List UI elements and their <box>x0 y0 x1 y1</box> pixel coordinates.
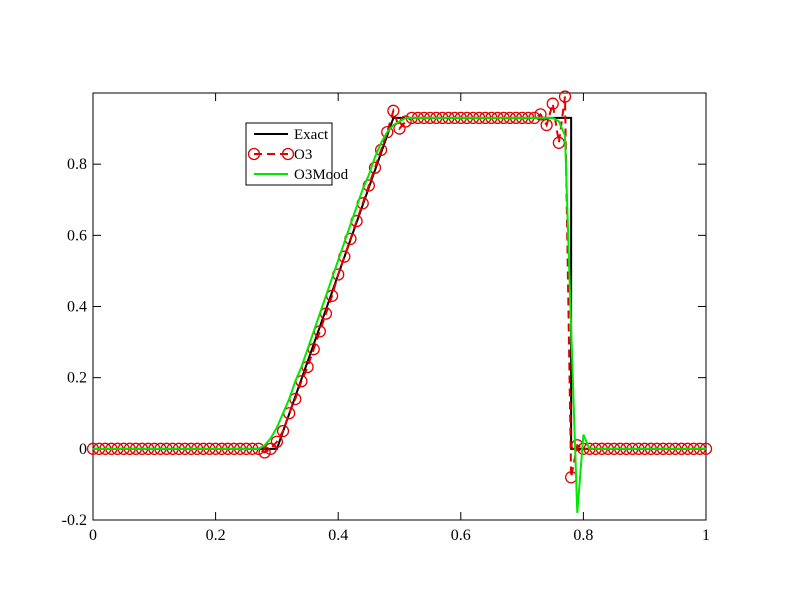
legend-label: O3 <box>294 147 312 163</box>
y-tick-label: 0 <box>79 441 87 458</box>
series-line <box>93 116 706 450</box>
y-tick-label: 0.8 <box>67 156 87 173</box>
marker <box>264 442 277 455</box>
marker <box>393 122 406 135</box>
x-tick-label: 0 <box>89 527 97 544</box>
legend-marker <box>247 147 261 161</box>
x-tick-label: 1 <box>702 527 710 544</box>
y-tick-label: 0.4 <box>67 299 87 316</box>
legend-label: Exact <box>294 127 329 143</box>
marker <box>534 108 547 121</box>
y-tick-label: 0.6 <box>67 227 87 244</box>
x-tick-label: 0.6 <box>451 527 471 544</box>
marker <box>276 424 290 438</box>
marker <box>381 125 394 139</box>
y-tick-label: -0.2 <box>62 512 87 529</box>
series-line <box>93 96 706 478</box>
x-tick-label: 0.8 <box>573 527 593 544</box>
plot-frame <box>92 92 707 521</box>
marker <box>540 118 553 132</box>
x-tick-label: 0.4 <box>328 527 348 544</box>
marker <box>546 97 559 110</box>
marker <box>270 435 284 448</box>
legend-label: O3Mood <box>294 167 349 183</box>
y-tick-label: 0.2 <box>67 370 87 387</box>
marker <box>368 161 382 174</box>
marker <box>387 104 400 117</box>
x-tick-label: 0.2 <box>206 527 226 544</box>
series-line <box>93 116 706 513</box>
marker <box>558 90 572 103</box>
legend-marker <box>281 147 295 161</box>
marker <box>258 446 271 459</box>
